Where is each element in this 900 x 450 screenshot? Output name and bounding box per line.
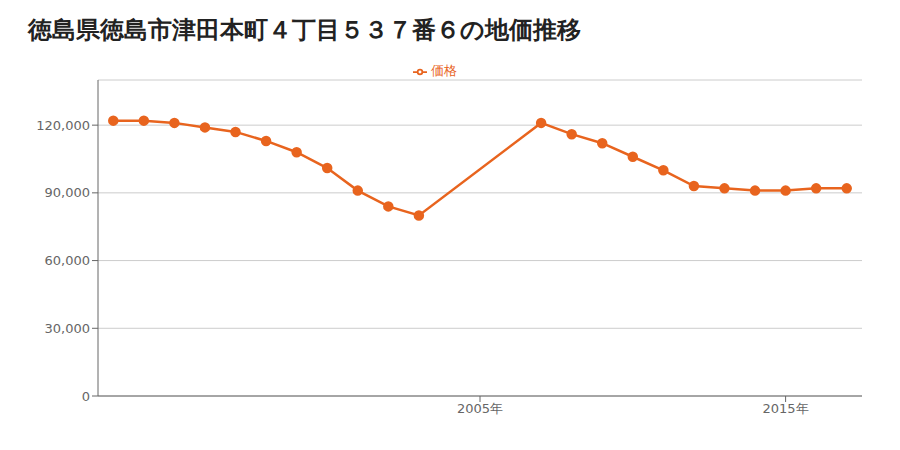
html-text:徳島県徳島市津田本町４丁目５３７番６の地価推移: 徳島県徳島市津田本町４丁目５３７番６の地価推移 bbox=[28, 16, 581, 44]
svg-text:90,000: 90,000 bbox=[45, 185, 91, 200]
svg-text:30,000: 30,000 bbox=[45, 321, 91, 336]
svg-text:2015年: 2015年 bbox=[763, 401, 809, 416]
svg-text:2005年: 2005年 bbox=[457, 401, 503, 416]
svg-text:120,000: 120,000 bbox=[36, 118, 90, 133]
svg-text:0: 0 bbox=[82, 389, 90, 404]
html-text:価格: 価格 bbox=[431, 63, 457, 78]
svg-text:60,000: 60,000 bbox=[45, 253, 91, 268]
